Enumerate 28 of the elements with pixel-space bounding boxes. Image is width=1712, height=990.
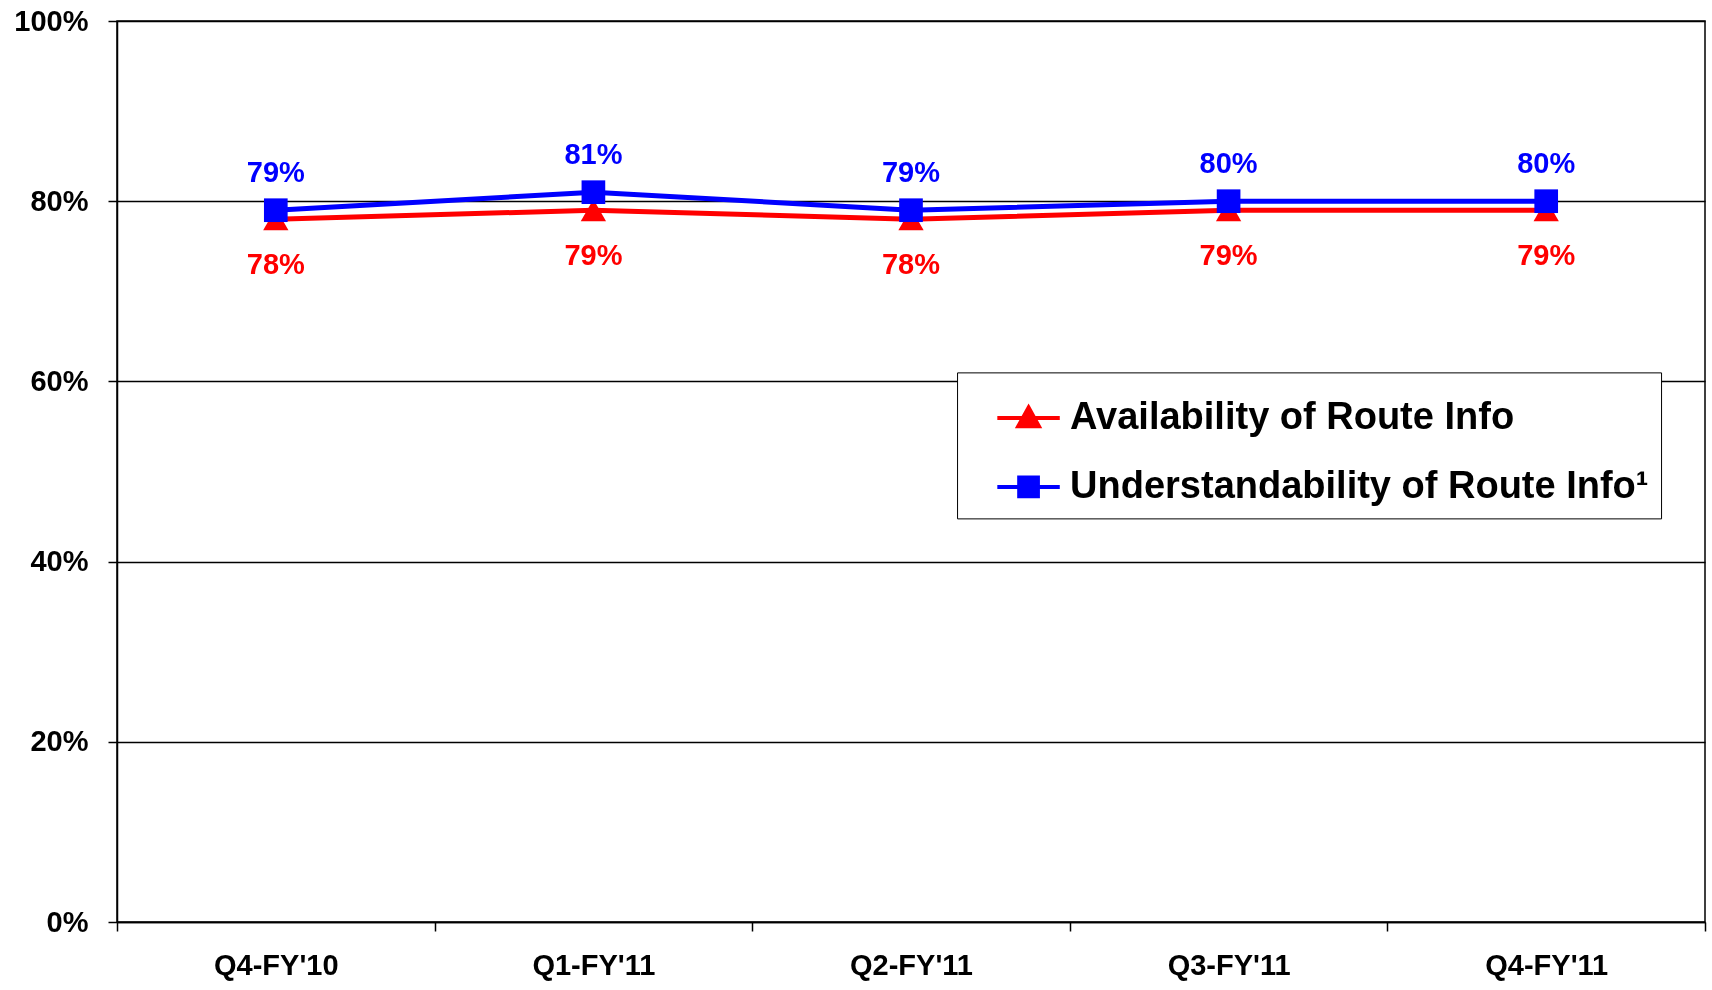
point xyxy=(1216,189,1241,214)
y-tick-label: 40% xyxy=(30,545,89,578)
data-label: 80% xyxy=(1199,147,1258,180)
data-label: 78% xyxy=(881,248,941,281)
legend-label: Availability of Route Info xyxy=(1070,394,1515,437)
point xyxy=(581,180,606,205)
x-tick-label: Q1-FY'11 xyxy=(532,948,656,981)
x-tick-label: Q4-FY'11 xyxy=(1485,948,1609,981)
data-label: 79% xyxy=(564,239,623,272)
y-tick-label: 0% xyxy=(46,905,89,938)
point xyxy=(1534,189,1559,214)
x-tick-label: Q2-FY'11 xyxy=(850,948,973,981)
data-label: 79% xyxy=(1517,239,1576,272)
y-tick-label: 60% xyxy=(30,364,89,397)
data-label: 79% xyxy=(1199,239,1258,272)
data-label: 81% xyxy=(564,138,623,171)
point xyxy=(899,198,923,223)
data-label: 78% xyxy=(246,248,306,281)
data-label: 79% xyxy=(246,156,306,189)
y-tick-label: 100% xyxy=(14,4,89,37)
x-tick-label: Q3-FY'11 xyxy=(1167,948,1291,981)
y-tick-label: 20% xyxy=(30,725,89,758)
data-label: 80% xyxy=(1517,147,1576,180)
point xyxy=(263,198,288,223)
data-label: 79% xyxy=(881,156,941,189)
legend-label: Understandability of Route Info¹ xyxy=(1070,463,1649,506)
x-tick-label: Q4-FY'10 xyxy=(214,948,339,981)
y-tick-label: 80% xyxy=(30,184,89,217)
